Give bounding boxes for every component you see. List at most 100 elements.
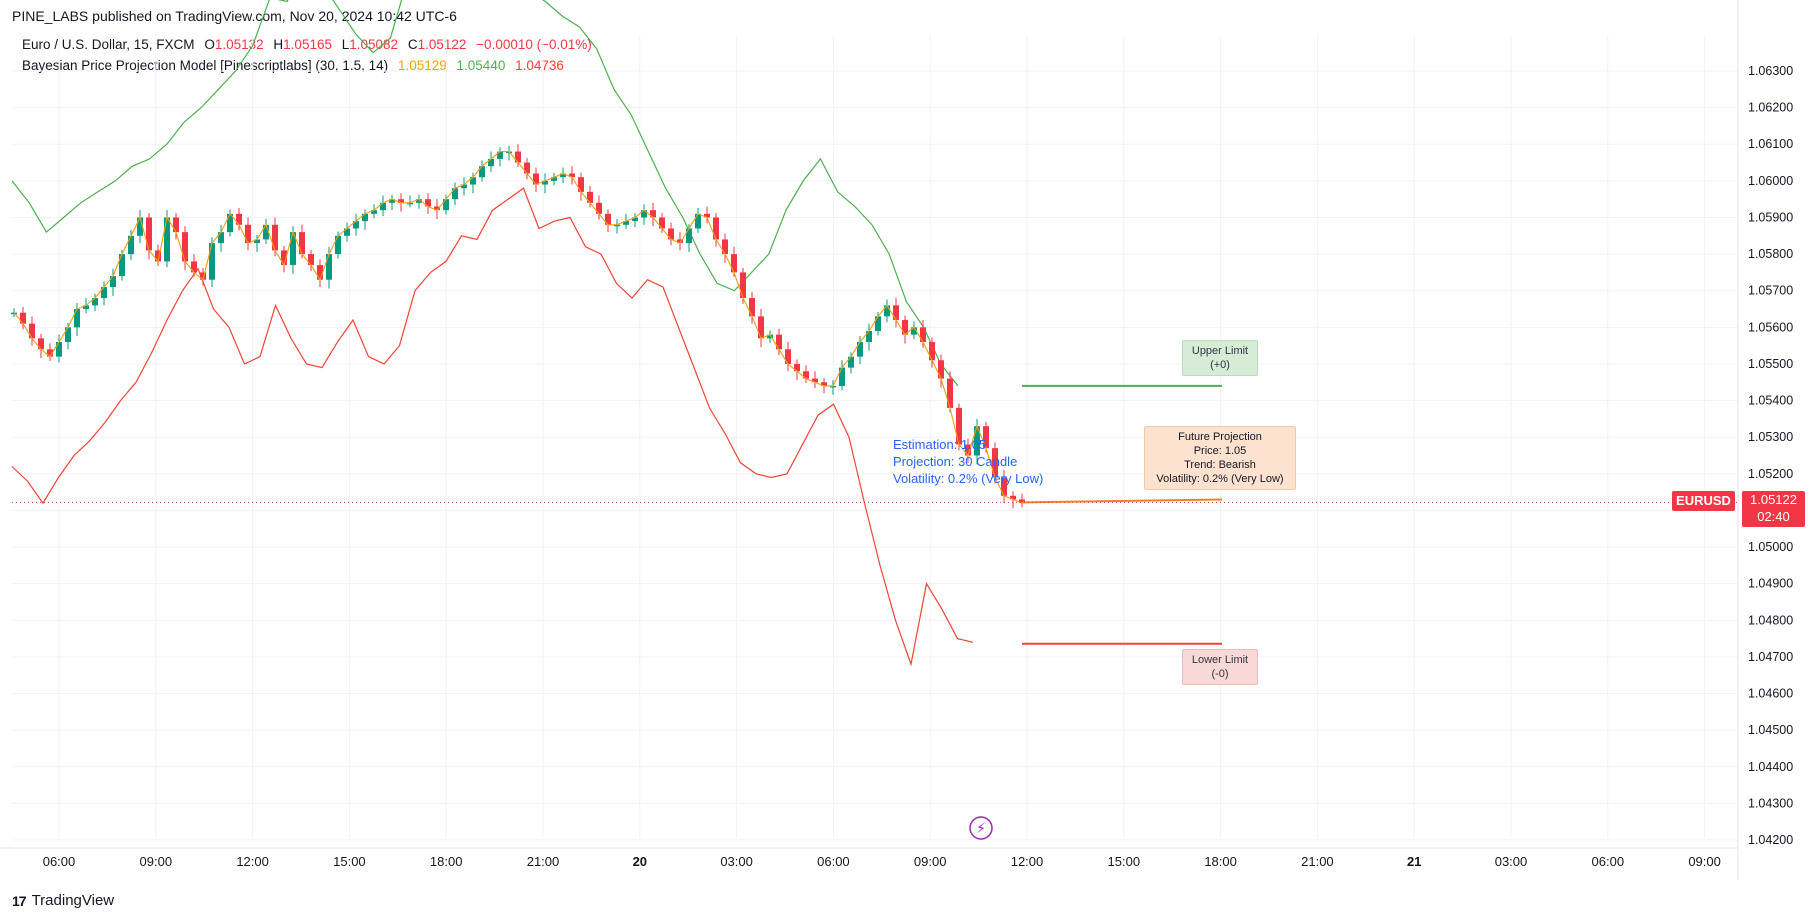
candle-body	[389, 199, 395, 203]
indicator-value-1: 1.05129	[397, 58, 447, 73]
y-tick-label: 1.05700	[1748, 284, 1793, 298]
candle-body	[803, 371, 809, 379]
candle-body	[227, 213, 233, 233]
candle-body	[542, 180, 548, 185]
candle-body	[353, 221, 359, 229]
indicator-value-2: 1.05440	[456, 58, 506, 73]
candle-body	[965, 444, 971, 456]
candle-body	[731, 254, 737, 273]
candle-body	[929, 341, 935, 361]
candle-body	[578, 177, 584, 192]
candle-body	[668, 228, 674, 240]
upper-limit-label: Upper Limit (+0)	[1182, 340, 1258, 376]
candle-body	[479, 166, 485, 178]
candle-body	[452, 188, 458, 200]
candle-body	[443, 199, 449, 211]
candle-body	[119, 254, 125, 277]
ohlc-close: C1.05122	[407, 37, 467, 52]
candle-body	[857, 341, 863, 357]
candle-body	[641, 210, 647, 218]
candle-body	[650, 210, 656, 218]
candle-body	[272, 224, 278, 251]
candle-body	[407, 202, 413, 205]
candle-body	[299, 232, 305, 255]
candle-body	[236, 213, 242, 225]
candle-body	[371, 210, 377, 214]
x-tick-label: 06:00	[817, 854, 850, 869]
candle-body	[29, 323, 35, 339]
x-tick-label: 03:00	[720, 854, 753, 869]
candle-body	[632, 217, 638, 222]
candle-body	[758, 316, 764, 339]
candle-body	[794, 363, 800, 372]
candle-body	[56, 341, 62, 357]
candle-body	[956, 407, 962, 445]
indicator-value-3: 1.04736	[515, 58, 564, 73]
y-tick-label: 1.05800	[1748, 247, 1793, 261]
y-tick-label: 1.05000	[1748, 540, 1793, 554]
tradingview-logo-icon: 17	[12, 892, 27, 909]
y-tick-label: 1.04600	[1748, 687, 1793, 701]
y-tick-label: 1.04800	[1748, 613, 1793, 627]
y-tick-label: 1.04900	[1748, 577, 1793, 591]
candle-body	[524, 162, 530, 174]
candle-body	[695, 213, 701, 229]
candle-body	[263, 224, 269, 240]
estimation-text: Estimation: 1.05 Projection: 30 Candle V…	[893, 437, 1044, 486]
last-price-tag: 1.05122 02:40	[1742, 491, 1805, 527]
candle-body	[254, 239, 260, 244]
y-tick-label: 1.04400	[1748, 760, 1793, 774]
candle-body	[749, 298, 755, 317]
x-tick-label: 12:00	[1011, 854, 1044, 869]
projection-line	[1021, 498, 1223, 504]
candle-body	[920, 327, 926, 342]
candle-body	[488, 158, 494, 167]
candle-body	[20, 312, 26, 324]
candle-body	[47, 349, 53, 357]
y-tick-label: 1.06200	[1748, 101, 1793, 115]
candle-body	[398, 199, 404, 203]
candle-body	[659, 217, 665, 229]
candle-body	[551, 177, 557, 181]
x-tick-label: 09:00	[1688, 854, 1721, 869]
candle-body	[1010, 495, 1016, 500]
candle-body	[596, 202, 602, 214]
y-tick-label: 1.05400	[1748, 394, 1793, 408]
candle-body	[884, 305, 890, 317]
price-change: −0.00010 (−0.01%)	[476, 37, 592, 52]
candle-body	[992, 448, 998, 478]
candle-body	[101, 287, 107, 299]
candle-body	[362, 213, 368, 222]
candle-body	[974, 426, 980, 456]
candle-body	[110, 276, 116, 288]
ohlc-high: H1.05165	[273, 37, 332, 52]
x-tick-label: 09:00	[914, 854, 947, 869]
candle-body	[164, 217, 170, 262]
candle-body	[38, 338, 44, 350]
candle-body	[470, 177, 476, 185]
candle-body	[605, 213, 611, 225]
tradingview-brand[interactable]: 17 TradingView	[12, 892, 115, 909]
y-tick-label: 1.04500	[1748, 723, 1793, 737]
x-tick-label: 21:00	[527, 854, 560, 869]
x-tick-label: 06:00	[1592, 854, 1625, 869]
candle-body	[866, 330, 872, 342]
candle-body	[569, 173, 575, 178]
candle-body	[200, 272, 206, 280]
x-tick-label: 03:00	[1495, 854, 1528, 869]
candle-body	[848, 356, 854, 368]
candle-body	[434, 206, 440, 211]
indicator-legend: Bayesian Price Projection Model [Pinescr…	[22, 58, 570, 73]
candle-body	[677, 239, 683, 244]
candle-body	[416, 199, 422, 203]
candle-body	[983, 426, 989, 449]
x-tick-label: 18:00	[1204, 854, 1237, 869]
candle-body	[560, 173, 566, 178]
candle-body	[425, 199, 431, 207]
candle-body	[875, 316, 881, 331]
candle-body	[767, 334, 773, 339]
symbol-name: Euro / U.S. Dollar, 15, FXCM	[22, 37, 195, 52]
candle-body	[317, 265, 323, 280]
x-tick-label: 21:00	[1301, 854, 1334, 869]
